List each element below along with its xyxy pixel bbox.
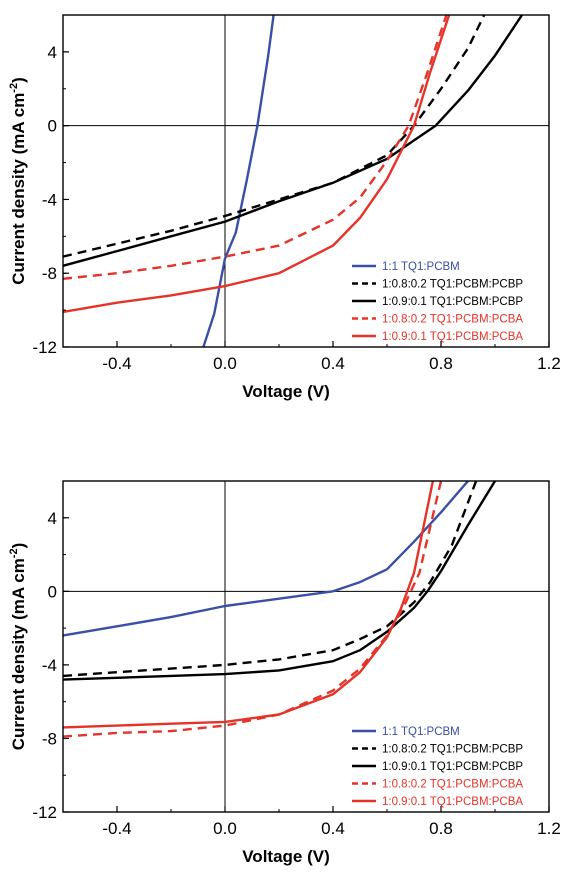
- x-tick-label: -0.4: [102, 819, 131, 838]
- legend-entry-1: 1:1 TQ1:PCBM: [382, 726, 460, 738]
- series-line-3: [63, 481, 497, 681]
- x-tick-label: 0.0: [213, 354, 237, 373]
- plot-frame: [62, 14, 550, 348]
- series-group: [63, 15, 523, 347]
- series-line-4: [63, 481, 443, 738]
- y-tick-label: -8: [42, 264, 57, 283]
- y-tick-label: -12: [32, 803, 57, 822]
- x-axis-label: Voltage (V): [242, 382, 330, 401]
- y-tick-label: 4: [48, 509, 57, 528]
- x-tick-label: -0.4: [102, 354, 131, 373]
- legend-entry-3: 1:0.9:0.1 TQ1:PCBM:PCBP: [382, 761, 523, 773]
- x-tick-label: 0.4: [321, 819, 345, 838]
- legend: 1:1 TQ1:PCBM 1:0.8:0.2 TQ1:PCBM:PCBP 1:0.9…: [352, 726, 523, 808]
- series-line-5: [63, 481, 435, 729]
- y-tick-label: -12: [32, 338, 57, 357]
- series-line-2: [63, 15, 486, 258]
- x-tick-label: 0.8: [429, 354, 453, 373]
- legend-entry-5: 1:0.9:0.1 TQ1:PCBM:PCBA: [382, 796, 523, 808]
- chart-panel-1: -0.4 0.0 0.4 0.8 1.2 -12 -8 -4 0 4 Voltage (V) Curr…: [8, 14, 561, 401]
- x-tick-label: 0.4: [321, 354, 345, 373]
- series-line-3: [63, 15, 523, 267]
- series-line-1: [202, 15, 275, 347]
- y-tick-label: -8: [42, 729, 57, 748]
- x-tick-label: 1.2: [537, 819, 561, 838]
- chart-panel-2: -0.4 0.0 0.4 0.8 1.2 -12 -8 -4 0 4 Voltage (V) Curr…: [8, 480, 561, 866]
- legend-entry-2: 1:0.8:0.2 TQ1:PCBM:PCBP: [382, 279, 523, 291]
- y-tick-label: 4: [48, 43, 57, 62]
- legend-entry-3: 1:0.9:0.1 TQ1:PCBM:PCBP: [382, 296, 523, 308]
- x-axis-label: Voltage (V): [242, 847, 330, 866]
- y-tick-label: 0: [48, 582, 57, 601]
- y-tick-label: 0: [48, 117, 57, 136]
- y-tick-label: -4: [42, 656, 57, 675]
- plot-frame: [62, 480, 550, 813]
- x-tick-label: 0.0: [213, 819, 237, 838]
- y-axis-label: Current density (mA cm-2): [8, 543, 28, 751]
- series-group: [63, 481, 497, 738]
- x-tick-label: 1.2: [537, 354, 561, 373]
- legend-entry-1: 1:1 TQ1:PCBM: [382, 261, 460, 273]
- x-tick-label: 0.8: [429, 819, 453, 838]
- series-line-4: [63, 15, 448, 280]
- series-line-2: [63, 481, 478, 678]
- legend-entry-2: 1:0.8:0.2 TQ1:PCBM:PCBP: [382, 744, 523, 756]
- legend-entry-4: 1:0.8:0.2 TQ1:PCBM:PCBA: [382, 779, 523, 791]
- legend: 1:1 TQ1:PCBM 1:0.8:0.2 TQ1:PCBM:PCBP 1:0.9…: [352, 261, 523, 343]
- series-line-5: [63, 15, 451, 314]
- legend-entry-5: 1:0.9:0.1 TQ1:PCBM:PCBA: [382, 331, 523, 343]
- legend-entry-4: 1:0.8:0.2 TQ1:PCBM:PCBA: [382, 314, 523, 326]
- y-tick-label: -4: [42, 190, 57, 209]
- y-axis-label: Current density (mA cm-2): [8, 77, 28, 285]
